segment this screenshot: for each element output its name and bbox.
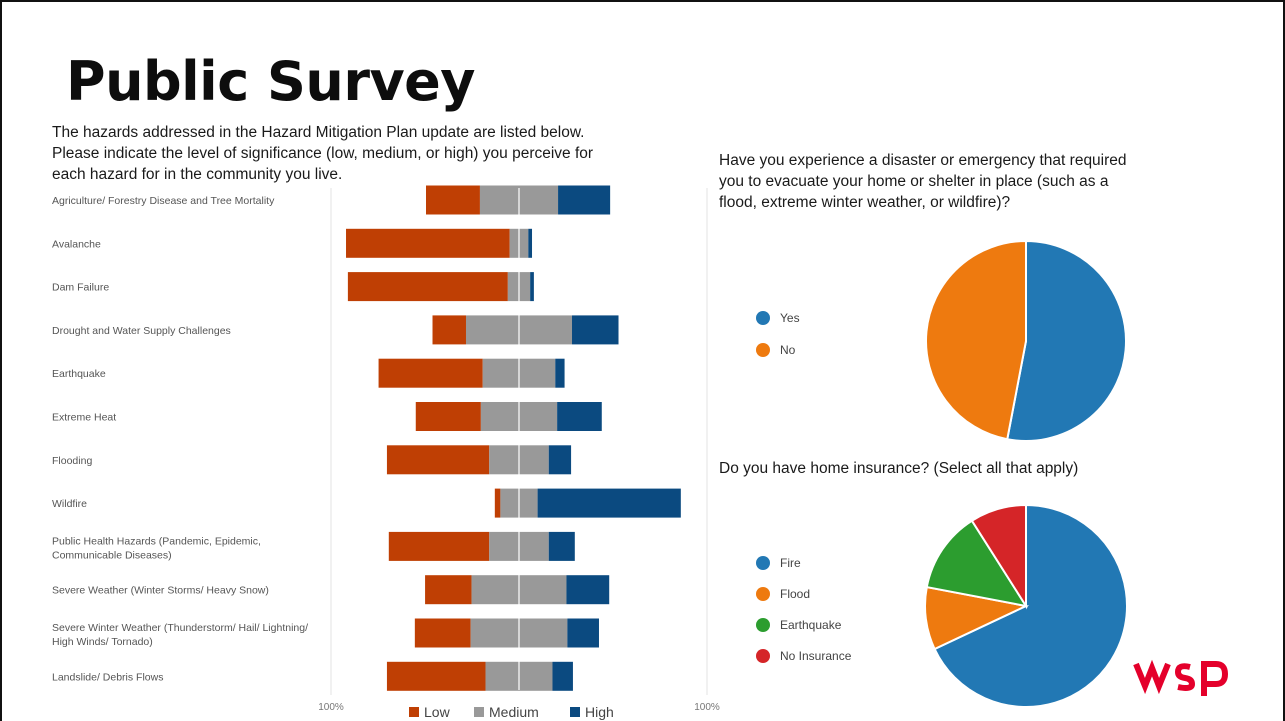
legend-swatch-high [570, 707, 580, 717]
intro-line: Please indicate the level of significanc… [52, 145, 594, 162]
category-label: Avalanche [52, 238, 101, 250]
question-line: Have you experience a disaster or emerge… [719, 152, 1127, 169]
category-label: Public Health Hazards (Pandemic, Epidemi… [52, 535, 261, 561]
legend-item: No Insurance [756, 649, 852, 663]
category-label: Agriculture/ Forestry Disease and Tree M… [52, 195, 275, 207]
category-label: Severe Weather (Winter Storms/ Heavy Sno… [52, 585, 269, 597]
bar-high [530, 272, 534, 302]
survey-intro: The hazards addressed in the Hazard Miti… [52, 122, 692, 185]
legend-label: No Insurance [780, 649, 852, 663]
bar-high [548, 445, 572, 475]
x-tick-label: 100% [318, 702, 344, 713]
legend-dot [756, 587, 770, 601]
pie-slice-no-insurance [970, 503, 1027, 610]
bar-high [558, 185, 611, 215]
question-line: flood, extreme winter weather, or wildfi… [719, 194, 1011, 211]
bar-low [378, 358, 483, 388]
bar-high [567, 618, 599, 648]
bar-low [415, 402, 481, 431]
legend-dot [756, 618, 770, 632]
legend-dot [756, 556, 770, 570]
legend-item: Fire [756, 556, 801, 570]
question-evacuation: Have you experience a disaster or emerge… [719, 150, 1179, 213]
intro-line: each hazard for in the community you liv… [52, 166, 343, 183]
bar-low [494, 488, 501, 518]
bar-low [414, 618, 471, 648]
pie-slice-fire [933, 503, 1128, 708]
pie-slice-earthquake [925, 519, 1029, 608]
bar-low [346, 228, 510, 258]
legend-label: Fire [780, 556, 801, 570]
intro-line: The hazards addressed in the Hazard Miti… [52, 124, 585, 141]
bar-low [432, 315, 466, 345]
legend-dot [756, 311, 770, 325]
category-label-line: Public Health Hazards (Pandemic, Epidemi… [52, 535, 261, 547]
bar-high [528, 228, 533, 258]
legend-dot [756, 649, 770, 663]
legend-item: Earthquake [756, 618, 842, 632]
legend-item: Flood [756, 587, 810, 601]
x-tick-label: 100% [694, 702, 720, 713]
wsp-logo [1132, 652, 1232, 703]
evacuation-pie-chart: Yes No [756, 239, 1127, 442]
bar-high [537, 488, 681, 518]
bar-high [555, 358, 565, 388]
legend-item: Yes [756, 311, 800, 325]
insurance-pie-chart: Fire Flood Earthquake No Insurance [756, 503, 1128, 708]
bar-low [386, 661, 486, 691]
bar-high [552, 661, 573, 691]
legend-item: No [756, 343, 796, 357]
category-label-line: Communicable Diseases) [52, 549, 172, 561]
legend-label-low: Low [424, 704, 451, 720]
category-label: Wildfire [52, 498, 87, 510]
bar-high [548, 531, 575, 561]
category-label-line: Severe Winter Weather (Thunderstorm/ Hai… [52, 622, 308, 634]
legend-label: Yes [780, 311, 800, 325]
question-insurance: Do you have home insurance? (Select all … [719, 460, 1079, 477]
legend-label-medium: Medium [489, 704, 539, 720]
legend-dot [756, 343, 770, 357]
category-label: Extreme Heat [52, 412, 116, 424]
bar-low [425, 575, 472, 605]
slide-title: Public Survey [66, 50, 476, 113]
hazard-significance-chart: Agriculture/ Forestry Disease and Tree M… [52, 185, 720, 720]
bar-low [426, 185, 480, 215]
category-label: Dam Failure [52, 282, 109, 294]
pie-slice-no [925, 239, 1027, 441]
category-label: Flooding [52, 455, 92, 467]
category-label-line: High Winds/ Tornado) [52, 636, 153, 648]
category-label: Earthquake [52, 368, 106, 380]
bar-low [388, 531, 490, 561]
legend-label-high: High [585, 704, 614, 720]
legend-label: Flood [780, 587, 810, 601]
category-label: Severe Winter Weather (Thunderstorm/ Hai… [52, 622, 308, 648]
category-label: Drought and Water Supply Challenges [52, 325, 231, 337]
bar-high [572, 315, 619, 345]
bar-high [566, 575, 610, 605]
category-label: Landslide/ Debris Flows [52, 671, 163, 683]
bar-high [557, 402, 602, 431]
bar-low [347, 272, 508, 302]
legend-swatch-medium [474, 707, 484, 717]
legend-label: Earthquake [780, 618, 842, 632]
legend-label: No [780, 343, 796, 357]
legend-swatch-low [409, 707, 419, 717]
question-line: you to evacuate your home or shelter in … [719, 173, 1109, 190]
pie-slice-yes [1006, 239, 1127, 442]
bar-low [386, 445, 490, 475]
